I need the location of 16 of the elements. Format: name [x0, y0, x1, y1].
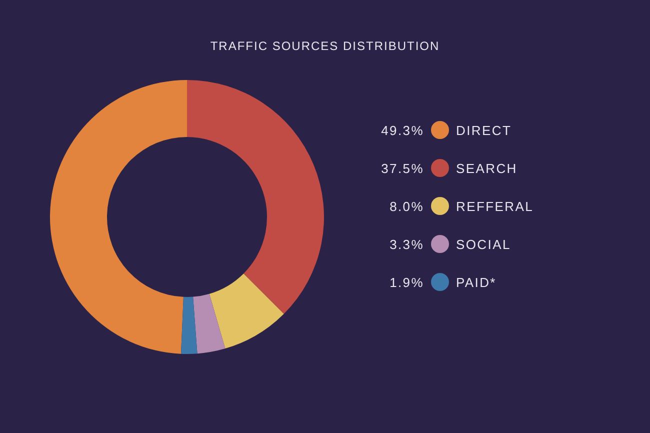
donut-slice	[180, 296, 198, 354]
data-label: 37.5%	[381, 161, 424, 176]
chart-title: TRAFFIC SOURCES DISTRIBUTION	[210, 39, 440, 53]
legend-label: SOCIAL	[456, 237, 511, 252]
legend-label: PAID*	[456, 275, 496, 290]
data-label: 49.3%	[381, 123, 424, 138]
donut-slice	[187, 80, 324, 314]
data-label: 8.0%	[390, 199, 424, 214]
donut-slice	[209, 274, 284, 349]
data-label: 1.9%	[390, 275, 424, 290]
donut-slice	[50, 80, 187, 354]
legend-label: SEARCH	[456, 161, 518, 176]
legend-label: REFFERAL	[456, 199, 534, 214]
data-label: 3.3%	[390, 237, 424, 252]
donut-slice	[193, 294, 226, 354]
legend-label: DIRECT	[456, 123, 512, 138]
